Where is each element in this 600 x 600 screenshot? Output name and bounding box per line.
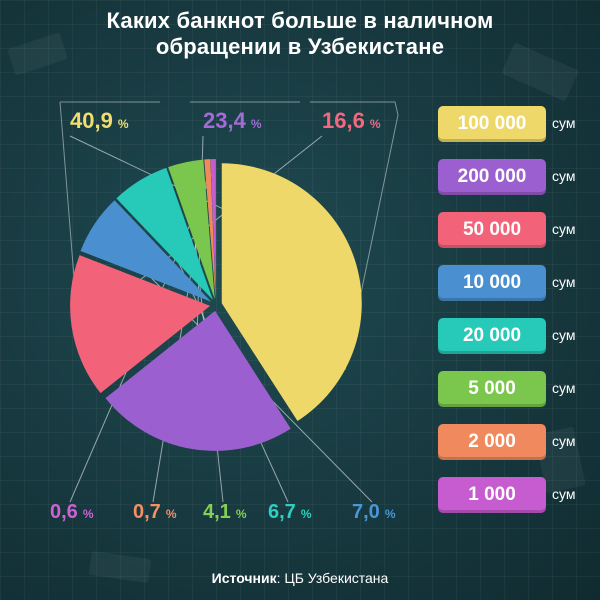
source-note: Источник: ЦБ Узбекистана [0,570,600,586]
legend-swatch-label: 5 000 [438,371,546,407]
legend-swatch-label: 10 000 [438,265,546,301]
legend-item: 100 000 сум [438,106,598,159]
legend-item: 50 000 сум [438,212,598,265]
value-label: 40,9% [70,108,129,133]
value-label: 16,6% [322,108,381,133]
legend-swatch-label: 200 000 [438,159,546,195]
legend-swatch-label: 1 000 [438,477,546,513]
legend-item: 10 000 сум [438,265,598,318]
pie-slice-5000 [168,159,215,300]
source-text: : ЦБ Узбекистана [276,570,389,586]
legend-currency-unit: сум [552,433,576,449]
legend-item: 1 000 сум [438,477,598,530]
chart-title-line2: обращении в Узбекистане [155,34,445,59]
legend: 100 000 сум 200 000 сум 50 000 сум 10 000 сум 20… [438,106,598,530]
legend-item: 2 000 сум [438,424,598,477]
pie-slice-50000 [70,255,211,394]
legend-item: 20 000 сум [438,318,598,371]
source-label: Источник [211,570,277,586]
legend-item: 200 000 сум [438,159,598,212]
legend-swatch-label: 20 000 [438,318,546,354]
value-label: 0,6% [50,501,94,523]
pie-slice-200000 [105,310,291,451]
chart-title: Каких банкнот больше в наличном обращени… [0,8,600,60]
pie-slice-100000 [221,163,362,422]
legend-currency-unit: сум [552,115,576,131]
legend-swatch-label: 100 000 [438,106,546,142]
legend-currency-unit: сум [552,168,576,184]
pie-slice-10000 [80,200,212,302]
legend-currency-unit: сум [552,486,576,502]
legend-currency-unit: сум [552,274,576,290]
legend-currency-unit: сум [552,221,576,237]
pie-slices [70,159,362,451]
label-frame-lines [59,101,399,371]
legend-swatch-label: 50 000 [438,212,546,248]
legend-item: 5 000 сум [438,371,598,424]
chart-title-line1: Каких банкнот больше в наличном [106,8,494,33]
legend-swatch-label: 2 000 [438,424,546,460]
value-label: 4,1% [203,501,247,523]
value-label: 7,0% [352,501,396,523]
value-label: 23,4% [203,108,262,133]
value-labels: 40,9% 23,4% 16,6 % 7,0 % 6,7 % 4,1 % 0,7 % 0,6% [50,108,396,523]
legend-currency-unit: сум [552,380,576,396]
value-label: 6,7% [268,501,312,523]
pie-slice-1000 [210,159,216,300]
value-label: 0,7% [133,501,177,523]
legend-currency-unit: сум [552,327,576,343]
pie-slice-20000 [116,167,213,300]
pie-slice-2000 [204,159,216,300]
